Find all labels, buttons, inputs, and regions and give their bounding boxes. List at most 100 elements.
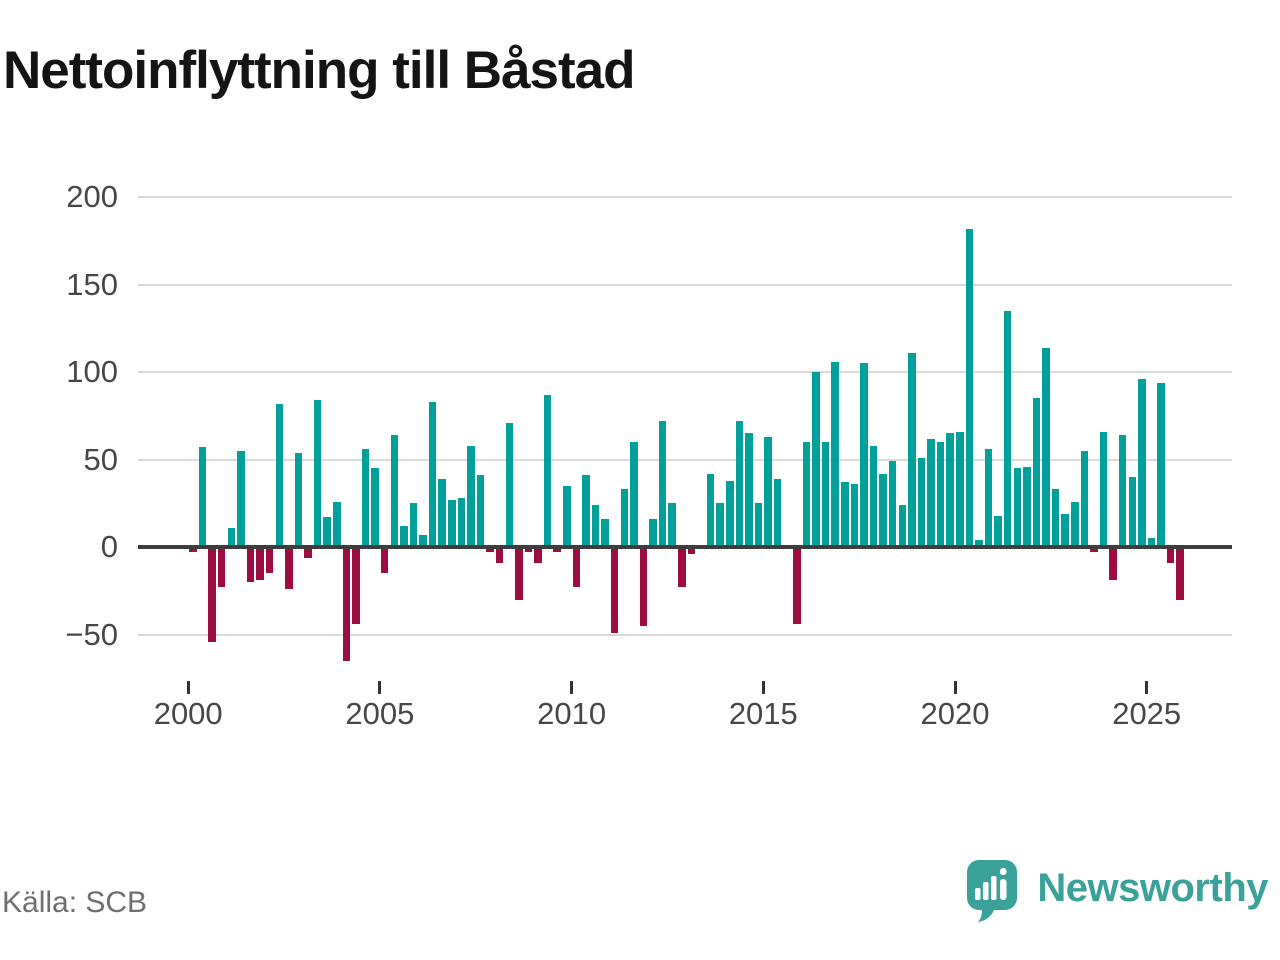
bar-2017Q2 xyxy=(850,484,859,547)
x-axis-label-2025: 2025 xyxy=(1112,696,1182,731)
bar-2014Q2 xyxy=(735,421,744,547)
bar-2020Q2 xyxy=(965,228,974,547)
brand-lockup: Newsworthy xyxy=(967,860,1268,929)
bar-2000Q2 xyxy=(198,447,207,547)
bar-2007Q2 xyxy=(467,445,475,547)
x-axis-label-2005: 2005 xyxy=(345,696,415,731)
bar-2021Q3 xyxy=(1013,468,1022,547)
x-axis-tick-2000 xyxy=(186,681,190,694)
bar-2023Q1 xyxy=(1071,501,1079,547)
bar-2019Q3 xyxy=(936,442,945,547)
bar-2012Q4 xyxy=(678,547,686,588)
bar-2023Q4 xyxy=(1099,431,1108,547)
bar-2004Q2 xyxy=(352,547,360,624)
bar-2010Q4 xyxy=(601,519,609,547)
bar-2014Q1 xyxy=(726,480,734,547)
bar-2019Q2 xyxy=(927,438,935,547)
y-axis-label-100: 100 xyxy=(66,354,118,389)
bar-2011Q3 xyxy=(630,442,638,547)
x-axis-tick-2020 xyxy=(953,681,957,694)
bar-2002Q2 xyxy=(275,403,283,547)
bar-2001Q4 xyxy=(256,547,264,581)
bar-2016Q2 xyxy=(812,372,820,547)
gridline-150 xyxy=(138,283,1232,286)
bar-2006Q4 xyxy=(448,499,456,547)
bar-2005Q2 xyxy=(390,435,399,547)
bar-2019Q1 xyxy=(917,457,926,547)
bar-2015Q4 xyxy=(793,547,801,624)
gridline-200 xyxy=(138,196,1232,198)
y-axis-label-0: 0 xyxy=(100,529,118,564)
bar-2006Q2 xyxy=(428,401,437,547)
bar-2001Q2 xyxy=(237,450,245,547)
bar-2014Q4 xyxy=(754,503,763,547)
bar-2024Q4 xyxy=(1138,379,1146,547)
bar-2011Q4 xyxy=(639,547,648,626)
bar-2013Q1 xyxy=(687,547,696,554)
bar-2001Q3 xyxy=(246,547,255,582)
bar-2023Q3 xyxy=(1090,547,1098,553)
y-axis-label-50: 50 xyxy=(83,441,118,477)
bar-2003Q2 xyxy=(313,400,322,547)
bar-2012Q3 xyxy=(668,503,676,547)
newsworthy-logo-icon xyxy=(967,860,1018,929)
y-axis-label-150: 150 xyxy=(66,266,118,302)
bar-2011Q2 xyxy=(620,489,629,547)
bar-2002Q1 xyxy=(265,547,274,574)
bar-2005Q1 xyxy=(380,547,389,574)
bar-2004Q4 xyxy=(371,468,379,547)
bar-2017Q4 xyxy=(869,445,878,547)
bar-2017Q3 xyxy=(860,363,868,547)
bar-2022Q1 xyxy=(1032,398,1041,547)
x-axis-label-2020: 2020 xyxy=(920,696,990,731)
bar-2001Q1 xyxy=(227,527,236,547)
bar-2015Q1 xyxy=(764,436,772,547)
bar-2004Q3 xyxy=(361,449,370,547)
bar-2022Q3 xyxy=(1051,489,1060,547)
bar-2012Q1 xyxy=(649,519,657,547)
x-axis-tick-2005 xyxy=(378,681,382,694)
bar-2009Q4 xyxy=(563,485,571,547)
bar-2018Q1 xyxy=(879,473,887,547)
y-axis-label-200: 200 xyxy=(66,179,118,214)
bar-2016Q1 xyxy=(802,442,811,547)
bar-2009Q1 xyxy=(534,547,542,563)
zero-axis-line xyxy=(138,545,1232,549)
bar-2024Q1 xyxy=(1109,547,1117,581)
bar-2005Q4 xyxy=(409,503,418,547)
bar-2023Q2 xyxy=(1080,450,1089,547)
bar-2010Q2 xyxy=(582,475,590,547)
bar-2012Q2 xyxy=(658,421,667,547)
bar-2020Q3 xyxy=(975,540,983,547)
gridline--50 xyxy=(138,633,1232,636)
bar-2011Q1 xyxy=(610,547,619,633)
bar-2025Q1 xyxy=(1147,538,1156,547)
bar-2024Q2 xyxy=(1118,435,1127,547)
bar-2008Q3 xyxy=(515,547,523,600)
x-axis-tick-2025 xyxy=(1145,681,1149,694)
bar-2008Q1 xyxy=(495,547,504,563)
x-axis-label-2000: 2000 xyxy=(153,696,223,731)
x-axis-label-2015: 2015 xyxy=(728,696,798,731)
bar-2013Q3 xyxy=(706,473,715,547)
chart-title: Nettoinflyttning till Båstad xyxy=(3,41,636,100)
bar-2024Q3 xyxy=(1128,477,1137,547)
bar-2022Q4 xyxy=(1061,513,1069,547)
bar-2010Q3 xyxy=(591,505,600,547)
bar-2007Q3 xyxy=(476,475,485,547)
bar-2018Q4 xyxy=(908,352,916,547)
bar-2022Q2 xyxy=(1042,347,1050,547)
bar-2021Q4 xyxy=(1023,466,1031,547)
brand-name: Newsworthy xyxy=(1037,866,1268,910)
bar-2014Q3 xyxy=(745,433,753,547)
bar-2008Q2 xyxy=(505,422,514,547)
y-axis-label--50: −50 xyxy=(65,616,118,652)
bar-2021Q2 xyxy=(1003,310,1012,547)
bar-2007Q1 xyxy=(457,498,466,547)
bar-2018Q3 xyxy=(898,505,907,547)
bar-2016Q4 xyxy=(831,361,839,547)
bar-2019Q4 xyxy=(946,433,954,547)
bar-2016Q3 xyxy=(821,442,830,547)
bar-2002Q4 xyxy=(294,452,303,547)
